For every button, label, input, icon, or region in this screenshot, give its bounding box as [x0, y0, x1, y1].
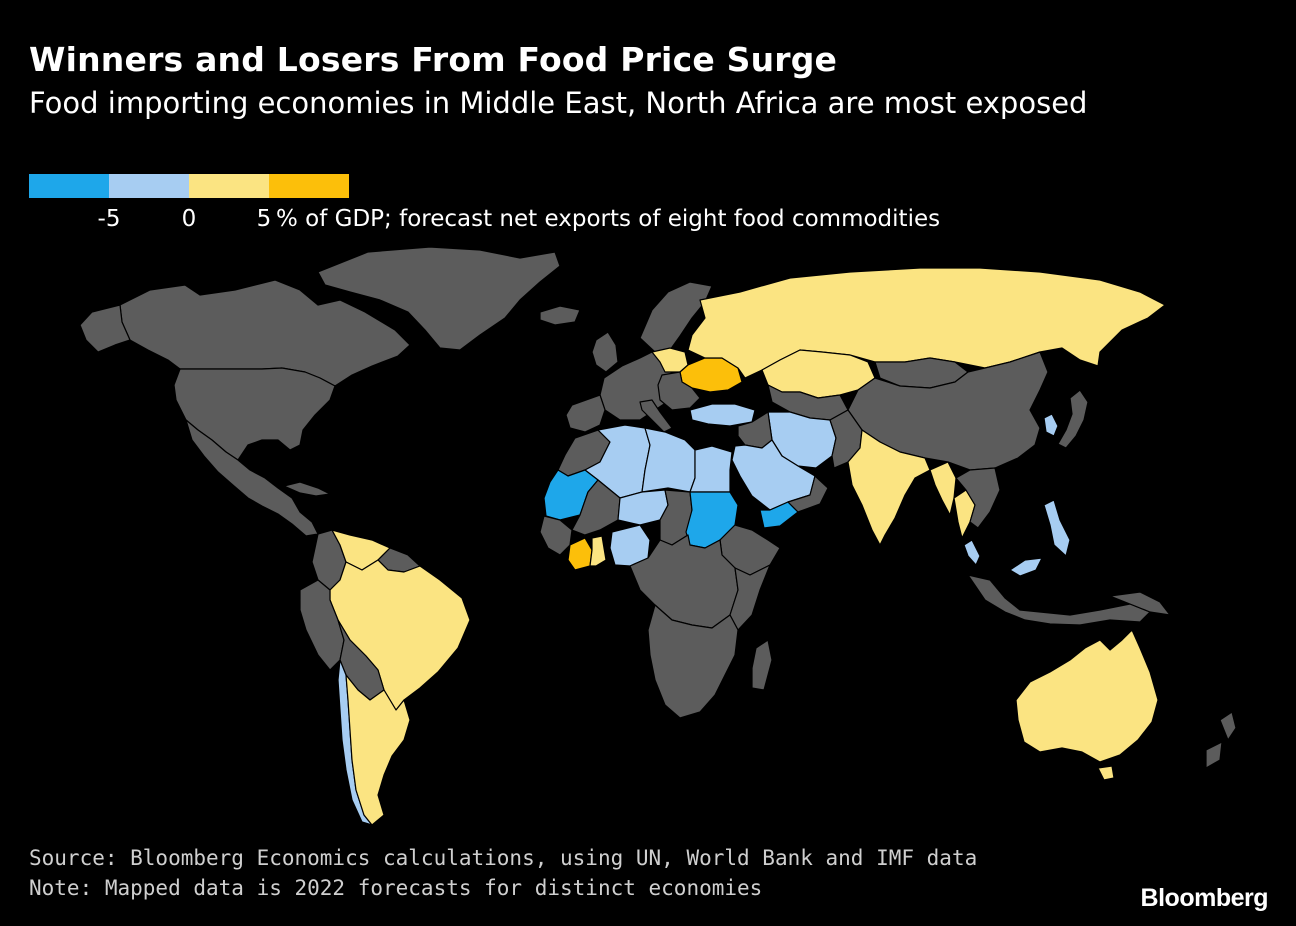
legend-tick-5: 5 — [256, 206, 272, 232]
country-greenland — [317, 246, 561, 351]
source-note: Source: Bloomberg Economics calculations… — [29, 846, 978, 870]
data-note: Note: Mapped data is 2022 forecasts for … — [29, 876, 763, 900]
country-egypt — [689, 445, 733, 493]
legend-tick-minus-5: -5 — [97, 206, 121, 232]
bloomberg-logo: Bloomberg — [1140, 884, 1269, 912]
country-south-korea — [1043, 413, 1059, 437]
country-eastern-europe — [657, 371, 701, 411]
country-argentina — [345, 674, 411, 826]
country-oman — [787, 475, 829, 513]
country-east-africa — [729, 564, 771, 631]
country-ivory-coast — [567, 537, 593, 571]
legend-caption: % of GDP; forecast net exports of eight … — [276, 206, 941, 232]
chart-subtitle: Food importing economies in Middle East,… — [29, 86, 1088, 120]
legend-swatch-exporter — [189, 174, 269, 198]
country-japan — [1057, 389, 1089, 449]
country-turkey — [689, 403, 756, 427]
country-australia — [1015, 629, 1159, 763]
country-ghana — [589, 535, 607, 567]
country-malaysia — [963, 539, 1043, 577]
country-indochina — [955, 467, 1001, 529]
country-papua-new-guinea — [1109, 591, 1171, 616]
country-india — [847, 429, 931, 546]
country-myanmar — [929, 461, 957, 516]
country-canada — [119, 279, 411, 387]
country-southern-africa — [647, 604, 739, 719]
country-madagascar — [751, 639, 773, 691]
country-mali — [571, 479, 621, 536]
country-iceland — [539, 305, 581, 326]
country-new-zealand — [1205, 711, 1237, 769]
country-tasmania — [1097, 765, 1115, 781]
country-alaska — [79, 304, 131, 353]
country-iberia — [565, 394, 606, 433]
country-west-africa — [539, 515, 573, 556]
legend-bar — [29, 174, 349, 198]
legend-swatch-strong-importer — [29, 174, 109, 198]
legend-tick-0: 0 — [181, 206, 197, 232]
country-united-kingdom — [591, 331, 619, 373]
country-italy — [639, 399, 673, 433]
country-libya — [641, 427, 696, 493]
color-legend: -5 0 5 % of GDP; forecast net exports of… — [29, 174, 1129, 234]
country-cuba — [283, 481, 331, 497]
legend-swatch-importer — [109, 174, 189, 198]
country-mexico — [185, 419, 319, 537]
country-philippines — [1043, 499, 1071, 557]
chart-title: Winners and Losers From Food Price Surge — [29, 40, 838, 79]
legend-swatch-strong-exporter — [269, 174, 349, 198]
